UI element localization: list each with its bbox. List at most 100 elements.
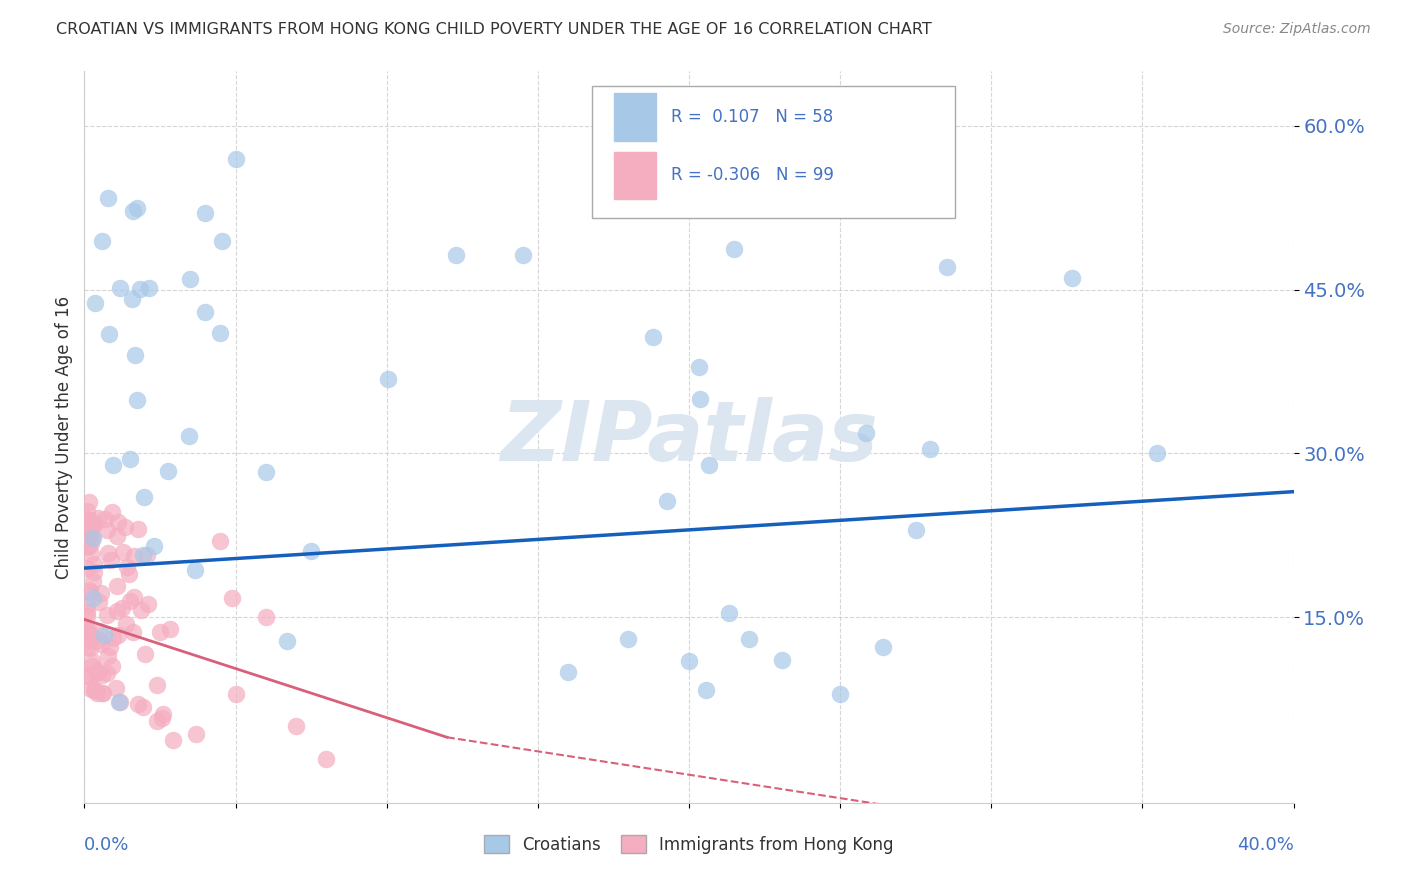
Point bbox=[120, 594, 142, 608]
Point bbox=[93, 628, 115, 642]
Point bbox=[655, 494, 678, 508]
Point bbox=[872, 640, 894, 655]
Point bbox=[377, 372, 399, 386]
Text: 0.0%: 0.0% bbox=[84, 836, 129, 854]
Bar bbox=[614, 152, 657, 199]
Point bbox=[299, 543, 322, 558]
Point bbox=[77, 624, 100, 638]
Point bbox=[254, 610, 277, 624]
Point bbox=[82, 591, 104, 605]
Point bbox=[82, 532, 104, 546]
Point bbox=[122, 590, 145, 604]
Point bbox=[87, 624, 110, 638]
Point bbox=[82, 574, 104, 588]
Point bbox=[904, 523, 927, 537]
Point bbox=[125, 201, 148, 215]
Point bbox=[76, 622, 98, 636]
Point bbox=[91, 686, 114, 700]
Point bbox=[738, 632, 761, 646]
Point bbox=[209, 326, 232, 341]
Point bbox=[184, 563, 207, 577]
Point bbox=[87, 594, 110, 608]
Point bbox=[96, 608, 118, 623]
Point bbox=[84, 296, 107, 310]
Point bbox=[557, 665, 579, 679]
Point bbox=[723, 242, 745, 256]
Point bbox=[156, 464, 179, 478]
Point bbox=[149, 624, 172, 639]
Point bbox=[79, 529, 101, 543]
Point bbox=[920, 442, 942, 457]
Point bbox=[108, 280, 131, 294]
Point bbox=[770, 653, 793, 667]
Point bbox=[146, 714, 169, 729]
Y-axis label: Child Poverty Under the Age of 16: Child Poverty Under the Age of 16 bbox=[55, 295, 73, 579]
Point bbox=[90, 586, 112, 600]
Point bbox=[91, 686, 114, 700]
Point bbox=[689, 392, 711, 406]
Point bbox=[111, 601, 134, 615]
Point bbox=[124, 348, 146, 362]
Point bbox=[209, 533, 232, 548]
Point bbox=[100, 553, 122, 567]
Point bbox=[82, 530, 104, 544]
Point bbox=[86, 511, 108, 525]
Point bbox=[127, 522, 149, 536]
Legend: Croatians, Immigrants from Hong Kong: Croatians, Immigrants from Hong Kong bbox=[477, 829, 901, 860]
Point bbox=[688, 360, 710, 375]
Point bbox=[643, 330, 665, 344]
Point bbox=[79, 523, 101, 537]
Point bbox=[82, 659, 104, 673]
Point bbox=[91, 667, 114, 681]
Point bbox=[101, 505, 124, 519]
Point bbox=[134, 490, 156, 504]
Point bbox=[80, 547, 103, 561]
Point bbox=[179, 429, 201, 443]
FancyBboxPatch shape bbox=[592, 86, 955, 218]
Point bbox=[77, 582, 100, 597]
Point bbox=[80, 536, 103, 550]
Text: R = -0.306   N = 99: R = -0.306 N = 99 bbox=[671, 166, 834, 185]
Point bbox=[76, 512, 98, 526]
Point bbox=[94, 511, 117, 525]
Point bbox=[695, 683, 717, 698]
Point bbox=[211, 235, 233, 249]
Point bbox=[512, 248, 534, 262]
Point bbox=[105, 579, 128, 593]
Point bbox=[225, 687, 247, 701]
Point bbox=[1060, 271, 1083, 285]
Text: R =  0.107   N = 58: R = 0.107 N = 58 bbox=[671, 108, 832, 126]
Point bbox=[87, 663, 110, 677]
Point bbox=[152, 706, 174, 721]
Point bbox=[76, 561, 98, 575]
Point bbox=[79, 632, 101, 647]
Point bbox=[83, 516, 105, 531]
Point bbox=[446, 248, 468, 262]
Point bbox=[115, 559, 138, 574]
Point bbox=[254, 466, 277, 480]
Point bbox=[87, 632, 110, 647]
Point bbox=[935, 260, 957, 274]
Point bbox=[90, 637, 112, 651]
Point bbox=[107, 695, 129, 709]
Point bbox=[105, 529, 128, 543]
Point bbox=[136, 597, 159, 611]
Point bbox=[87, 665, 110, 679]
Point bbox=[122, 549, 145, 564]
Point bbox=[179, 272, 201, 286]
Point bbox=[717, 606, 740, 620]
Point bbox=[285, 719, 308, 733]
Text: ZIPatlas: ZIPatlas bbox=[501, 397, 877, 477]
Point bbox=[97, 326, 120, 341]
Point bbox=[146, 678, 169, 692]
Point bbox=[129, 282, 152, 296]
Point bbox=[855, 426, 877, 441]
Point bbox=[97, 191, 120, 205]
Point bbox=[76, 606, 98, 620]
Point bbox=[184, 726, 207, 740]
Point bbox=[135, 548, 157, 562]
Point bbox=[77, 527, 100, 541]
Point bbox=[221, 591, 243, 606]
Point bbox=[107, 604, 129, 618]
Point bbox=[1146, 446, 1168, 460]
